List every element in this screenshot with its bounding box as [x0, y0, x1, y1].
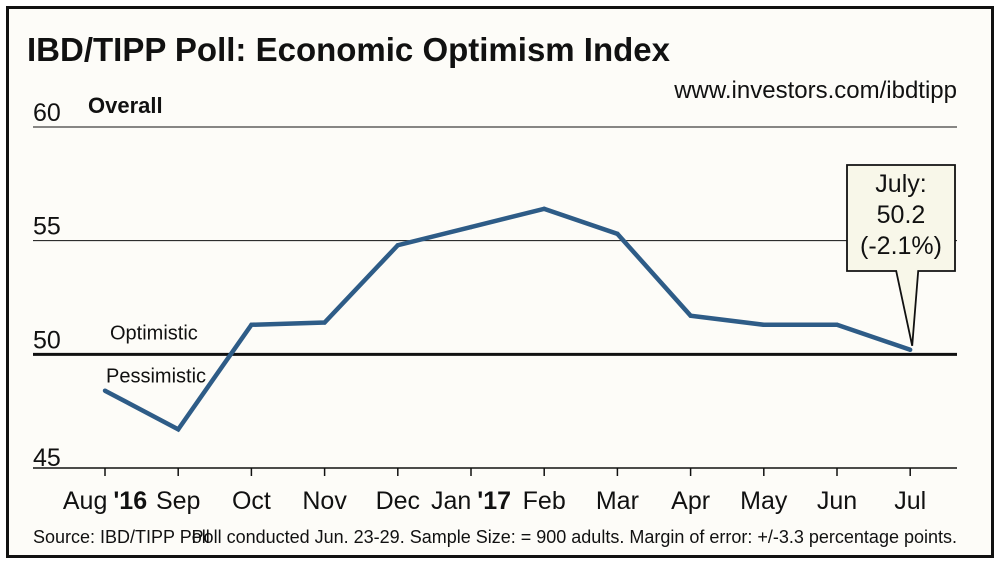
optimistic-label: Optimistic: [110, 322, 198, 344]
x-tick-label-mar: Mar: [596, 487, 639, 515]
x-tick-label-jan: Jan '17: [431, 487, 511, 515]
callout-box: [846, 164, 956, 346]
x-tick-label-dec: Dec: [376, 487, 420, 515]
x-tick-label-jul: Jul: [894, 487, 926, 515]
poll-note: Poll conducted Jun. 23-29. Sample Size: …: [192, 527, 957, 547]
data-point-aug: [102, 388, 108, 393]
data-point-jul: [908, 347, 913, 352]
data-point-jan: [468, 224, 474, 230]
data-points: [102, 206, 913, 432]
data-point-sep: [176, 427, 181, 432]
source-url: www.investors.com/ibdtipp: [673, 77, 957, 104]
data-point-apr: [688, 313, 693, 318]
data-point-dec: [395, 243, 400, 248]
x-tick-label-sep: Sep: [156, 487, 200, 515]
y-tick-label-60: 60: [33, 99, 61, 127]
y-tick-label-55: 55: [33, 213, 61, 241]
callout-line-1: July:: [875, 170, 926, 198]
data-point-jun: [834, 322, 840, 327]
pessimistic-label: Pessimistic: [106, 365, 206, 387]
chart-title: IBD/TIPP Poll: Economic Optimism Index: [27, 31, 671, 68]
y-tick-label-50: 50: [33, 326, 61, 354]
x-tick-label-feb: Feb: [523, 487, 566, 515]
data-point-may: [761, 322, 766, 327]
callout-line-3: (-2.1%): [860, 232, 942, 260]
x-tick-labels: Aug '16 Sep Oct Nov Dec Jan '17 Feb Mar Apr May Jun J…: [63, 487, 926, 515]
chart-frame: IBD/TIPP Poll: Economic Optimism Index w…: [6, 6, 994, 558]
data-point-feb: [542, 206, 547, 212]
x-tick-label-aug: Aug '16: [63, 487, 147, 515]
series-label: Overall: [88, 93, 163, 118]
source-note: Source: IBD/TIPP Poll: [33, 527, 210, 547]
gridlines: [33, 126, 957, 356]
series-line-overall: [103, 206, 911, 433]
data-point-oct: [249, 322, 254, 327]
x-tick-label-oct: Oct: [232, 487, 271, 515]
x-tick-label-nov: Nov: [302, 487, 347, 515]
data-point-mar: [615, 231, 620, 237]
callout-line-2: 50.2: [877, 201, 926, 229]
data-point-nov: [322, 320, 327, 325]
x-tick-label-may: May: [740, 487, 788, 515]
july-callout: July: 50.2 (-2.1%): [846, 164, 956, 346]
x-tick-label-jun: Jun: [817, 487, 857, 515]
x-tick-label-apr: Apr: [671, 487, 710, 515]
x-tick-marks: [104, 468, 911, 476]
chart: IBD/TIPP Poll: Economic Optimism Index w…: [27, 31, 957, 547]
